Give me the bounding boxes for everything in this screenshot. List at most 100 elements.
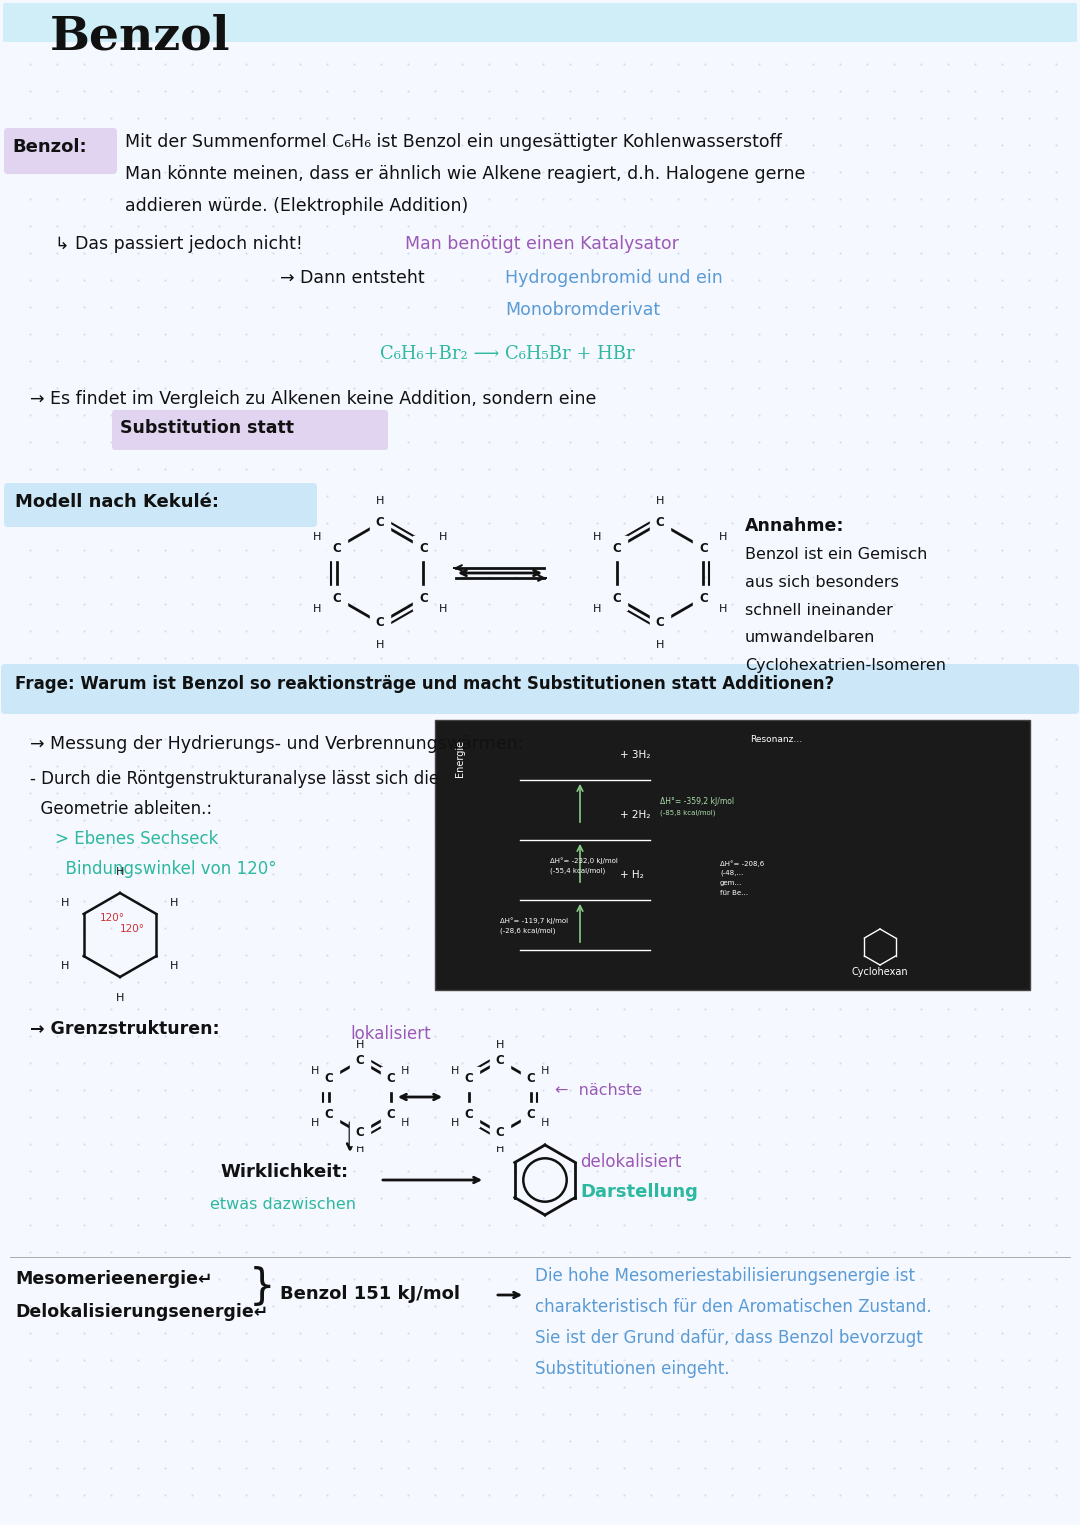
Text: C: C	[612, 541, 621, 555]
Text: Man könnte meinen, dass er ähnlich wie Alkene reagiert, d.h. Halogene gerne: Man könnte meinen, dass er ähnlich wie A…	[125, 165, 806, 183]
Text: C: C	[612, 592, 621, 604]
Text: C: C	[355, 1054, 364, 1067]
Text: Benzol 151 kJ/mol: Benzol 151 kJ/mol	[280, 1286, 460, 1302]
Text: 120°: 120°	[120, 924, 145, 933]
Text: gem…: gem…	[720, 880, 742, 886]
Text: Cyclohexatrien-Isomeren: Cyclohexatrien-Isomeren	[745, 657, 946, 673]
Text: Resonanz…: Resonanz…	[750, 735, 802, 744]
Text: schnell ineinander: schnell ineinander	[745, 602, 893, 618]
Text: etwas dazwischen: etwas dazwischen	[210, 1197, 356, 1212]
Text: → Messung der Hydrierungs- und Verbrennungswärmen:: → Messung der Hydrierungs- und Verbrennu…	[30, 735, 524, 753]
Text: H: H	[438, 604, 447, 615]
Text: H: H	[401, 1066, 409, 1077]
Text: H: H	[401, 1118, 409, 1128]
Text: Substitutionen eingeht.: Substitutionen eingeht.	[535, 1360, 729, 1379]
Text: umwandelbaren: umwandelbaren	[745, 630, 876, 645]
Text: Energie: Energie	[455, 740, 465, 778]
Text: C: C	[496, 1054, 504, 1067]
Text: H: H	[311, 1066, 319, 1077]
Text: (-55,4 kcal/mol): (-55,4 kcal/mol)	[550, 868, 605, 874]
Text: → Es findet im Vergleich zu Alkenen keine Addition, sondern eine: → Es findet im Vergleich zu Alkenen kein…	[30, 390, 596, 409]
Text: Geometrie ableiten.:: Geometrie ableiten.:	[30, 801, 212, 817]
Text: Die hohe Mesomeriestabilisierungsenergie ist: Die hohe Mesomeriestabilisierungsenergie…	[535, 1267, 915, 1286]
FancyBboxPatch shape	[1, 663, 1079, 714]
Text: Benzol: Benzol	[50, 14, 230, 59]
Text: H: H	[313, 532, 322, 541]
Text: H: H	[313, 604, 322, 615]
Text: Mesomerieenergie↵: Mesomerieenergie↵	[15, 1270, 213, 1289]
Text: (-28,6 kcal/mol): (-28,6 kcal/mol)	[500, 927, 555, 933]
Text: H: H	[656, 640, 664, 651]
Text: 120°: 120°	[99, 913, 124, 923]
FancyBboxPatch shape	[4, 128, 117, 174]
Text: Annahme:: Annahme:	[745, 517, 845, 535]
Text: Wirklichkeit:: Wirklichkeit:	[220, 1164, 348, 1180]
Text: H: H	[62, 898, 69, 909]
Text: H: H	[593, 604, 602, 615]
Text: Substitution statt: Substitution statt	[120, 419, 294, 438]
Text: ΔH°= -119,7 kJ/mol: ΔH°= -119,7 kJ/mol	[500, 917, 568, 924]
Text: C: C	[333, 592, 341, 604]
Text: C: C	[464, 1109, 473, 1121]
Text: C: C	[496, 1127, 504, 1139]
Text: Darstellung: Darstellung	[580, 1183, 698, 1202]
Text: C: C	[699, 592, 707, 604]
Text: C: C	[324, 1109, 334, 1121]
Text: Sie ist der Grund dafür, dass Benzol bevorzugt: Sie ist der Grund dafür, dass Benzol bev…	[535, 1328, 922, 1347]
FancyBboxPatch shape	[435, 720, 1030, 990]
Text: H: H	[171, 961, 179, 971]
Text: (-48,…: (-48,…	[720, 869, 743, 877]
Text: Man benötigt einen Katalysator: Man benötigt einen Katalysator	[405, 235, 679, 253]
Text: H: H	[718, 604, 727, 615]
Text: C: C	[699, 541, 707, 555]
Text: H: H	[541, 1066, 550, 1077]
Text: H: H	[593, 532, 602, 541]
Text: aus sich besonders: aus sich besonders	[745, 575, 899, 590]
Text: lokalisiert: lokalisiert	[350, 1025, 431, 1043]
Text: + 3H₂: + 3H₂	[620, 750, 650, 759]
Text: H: H	[355, 1040, 364, 1049]
Text: H: H	[376, 640, 384, 651]
Text: Cyclohexan: Cyclohexan	[852, 967, 908, 978]
Text: + 2H₂: + 2H₂	[620, 810, 650, 820]
Text: Monobromderivat: Monobromderivat	[505, 300, 660, 319]
Text: H: H	[116, 868, 124, 877]
Text: C: C	[376, 517, 384, 529]
Text: C: C	[656, 616, 664, 630]
Text: H: H	[171, 898, 179, 909]
Text: delokalisiert: delokalisiert	[580, 1153, 681, 1171]
FancyBboxPatch shape	[112, 410, 388, 450]
FancyBboxPatch shape	[3, 3, 1077, 43]
Text: ΔH°= -232,0 kJ/mol: ΔH°= -232,0 kJ/mol	[550, 857, 618, 863]
Text: C: C	[376, 616, 384, 630]
Text: ↳ Das passiert jedoch nicht!: ↳ Das passiert jedoch nicht!	[55, 235, 302, 253]
Text: C: C	[324, 1072, 334, 1086]
Text: Modell nach Kekulé:: Modell nach Kekulé:	[15, 493, 219, 511]
Text: C: C	[419, 541, 428, 555]
Text: ΔH°= -359,2 kJ/mol: ΔH°= -359,2 kJ/mol	[660, 798, 734, 807]
Text: C: C	[464, 1072, 473, 1086]
Text: C: C	[355, 1127, 364, 1139]
Text: + H₂: + H₂	[620, 869, 644, 880]
Text: H: H	[718, 532, 727, 541]
FancyBboxPatch shape	[4, 483, 318, 528]
Text: }: }	[248, 1266, 275, 1308]
Text: C₆H₆+Br₂ ⟶ C₆H₅Br + HBr: C₆H₆+Br₂ ⟶ C₆H₅Br + HBr	[380, 345, 635, 363]
Text: ΔH°= -208,6: ΔH°= -208,6	[720, 860, 765, 866]
Text: charakteristisch für den Aromatischen Zustand.: charakteristisch für den Aromatischen Zu…	[535, 1298, 932, 1316]
Text: H: H	[376, 496, 384, 505]
Text: (-85,8 kcal/mol): (-85,8 kcal/mol)	[660, 808, 715, 816]
Text: Benzol ist ein Gemisch: Benzol ist ein Gemisch	[745, 547, 928, 563]
Text: Hydrogenbromid und ein: Hydrogenbromid und ein	[505, 268, 723, 287]
Text: addieren würde. (Elektrophile Addition): addieren würde. (Elektrophile Addition)	[125, 197, 469, 215]
Text: Frage: Warum ist Benzol so reaktionsträge und macht Substitutionen statt Additio: Frage: Warum ist Benzol so reaktionsträg…	[15, 676, 834, 692]
Text: → Dann entsteht: → Dann entsteht	[280, 268, 424, 287]
Text: H: H	[311, 1118, 319, 1128]
Text: C: C	[387, 1072, 395, 1086]
Text: ←  nächste: ← nächste	[555, 1083, 643, 1098]
Text: H: H	[62, 961, 69, 971]
Text: H: H	[496, 1040, 504, 1049]
Text: Bindungswinkel von 120°: Bindungswinkel von 120°	[55, 860, 276, 878]
Text: H: H	[355, 1144, 364, 1154]
Text: H: H	[656, 496, 664, 505]
